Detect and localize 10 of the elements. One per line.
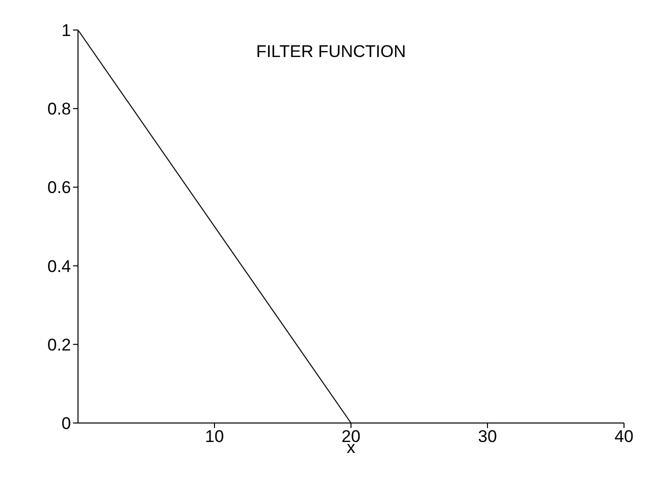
x-tick-label: 30 [478, 427, 497, 446]
y-tick-label: 1 [62, 21, 71, 40]
x-tick-label: 10 [205, 427, 224, 446]
text: FILTER FUNCTION [255, 42, 407, 62]
y-tick-label: 0.6 [47, 178, 71, 198]
y-tick-label: 0.8 [47, 100, 71, 119]
y-tick-label: 0.2 [47, 335, 71, 354]
y-tick-label: 0 [62, 414, 71, 434]
y-tick-label: 0.4 [47, 256, 71, 276]
x-tick-label: 40 [614, 427, 634, 446]
